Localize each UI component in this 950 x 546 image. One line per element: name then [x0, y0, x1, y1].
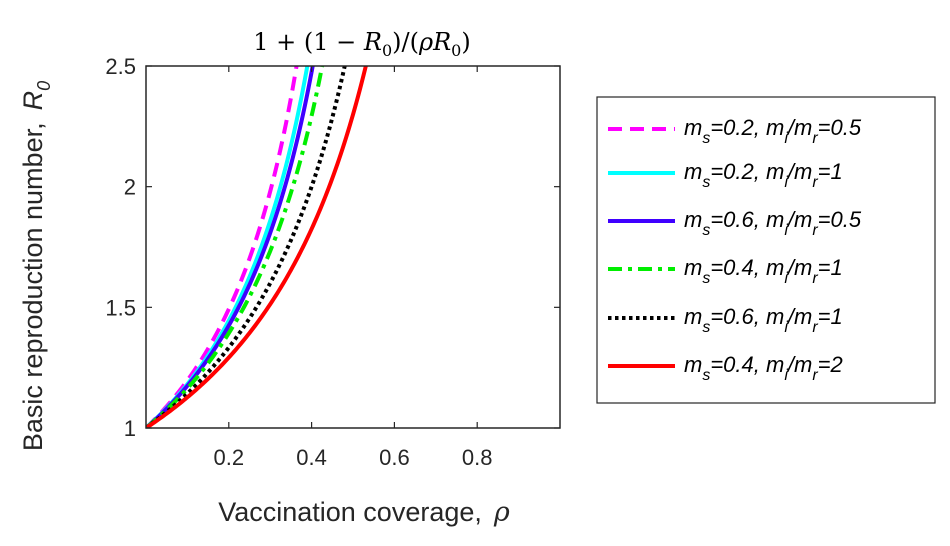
legend-entry-2: ms=0.2, mi/mr=1: [684, 159, 843, 191]
legend-entry-4: ms=0.4, mi/mr=1: [684, 255, 843, 287]
legend-entry-1: ms=0.2, mi/mr=0.5: [684, 115, 862, 147]
legend: ms=0.2, mi/mr=0.5 ms=0.2, mi/mr=1 ms=0.6, …: [596, 96, 936, 404]
x-axis-label-text: Vaccination coverage, ρ: [218, 497, 510, 528]
x-tick-label: 0.4: [296, 445, 327, 470]
series-line-2: [146, 66, 310, 428]
chart-title-text: 1 + (1 − R0)/(ρR0): [253, 28, 470, 60]
y-axis-label: Basic reproduction number,R0: [18, 81, 54, 451]
plot-frame: [145, 65, 561, 429]
y-tick-label: 2: [124, 175, 136, 200]
legend-entry-6: ms=0.4, mi/mr=2: [684, 352, 843, 384]
y-axis-label-text: Basic reproduction number,R0: [18, 81, 54, 451]
y-tick-label: 1.5: [105, 295, 136, 320]
x-axis-label: Vaccination coverage, ρ: [218, 497, 510, 528]
legend-box: [596, 96, 936, 404]
series-line-3: [146, 66, 315, 428]
y-tick-label: 2.5: [105, 54, 136, 79]
x-tick-label: 0.2: [214, 445, 245, 470]
series-line-6: [146, 66, 368, 428]
chart-title: 1 + (1 − R0)/(ρR0): [253, 28, 470, 60]
plot-area: 0.2 0.4 0.6 0.8 1 1.5 2 2.5: [105, 54, 561, 470]
series-line-4: [146, 66, 325, 428]
x-tick-label: 0.6: [379, 445, 410, 470]
y-tick-label: 1: [124, 416, 136, 441]
legend-entry-5: ms=0.6, mi/mr=1: [684, 304, 843, 336]
series-line-5: [146, 66, 347, 428]
series-line-1: [146, 66, 299, 428]
legend-entry-3: ms=0.6, mi/mr=0.5: [684, 207, 862, 239]
x-tick-label: 0.8: [462, 445, 493, 470]
